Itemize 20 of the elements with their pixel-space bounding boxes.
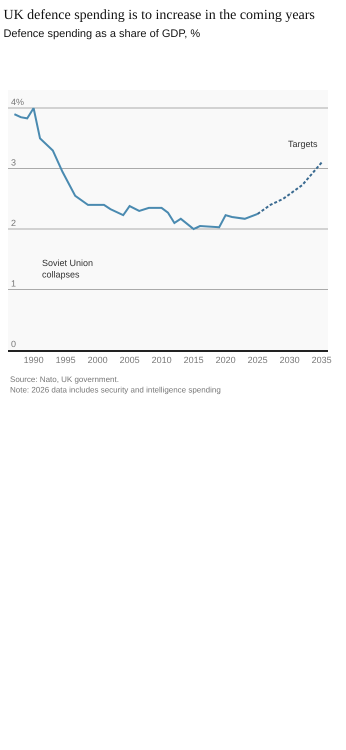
y-tick-label: 2 <box>11 218 16 228</box>
x-tick-label: 2025 <box>248 354 268 365</box>
x-tick-label: 2030 <box>280 354 300 365</box>
y-tick-label: 4% <box>11 96 24 107</box>
x-tick-label: 2015 <box>184 354 204 365</box>
x-tick-label: 2010 <box>152 354 172 365</box>
annotation: Soviet Union collapses <box>42 258 94 280</box>
annotation: Targets <box>288 139 318 149</box>
source-note: Source: Nato, UK government. Note: 2026 data includes security and intelligence spending <box>10 375 221 394</box>
x-tick-label: 2035 <box>312 354 332 365</box>
x-tick-label: 2000 <box>88 354 108 365</box>
x-tick-label: 1990 <box>24 354 44 365</box>
x-tick-label: 2005 <box>120 354 140 365</box>
y-tick-label: 3 <box>11 157 16 168</box>
x-tick-label: 2020 <box>216 354 236 365</box>
y-tick-label: 0 <box>11 338 16 349</box>
y-tick-label: 1 <box>11 278 16 288</box>
chart-subtitle: Defence spending as a share of GDP, % <box>3 28 200 40</box>
chart-title: UK defence spending is to increase in the coming years <box>3 8 315 23</box>
x-tick-label: 1995 <box>56 354 76 365</box>
